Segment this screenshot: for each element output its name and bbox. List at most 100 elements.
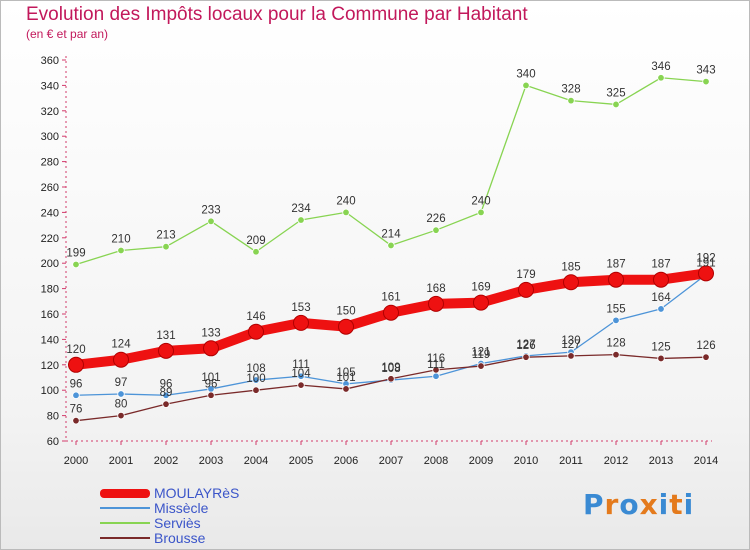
data-label-servies: 233 [201,204,220,216]
x-tick-label: 2000 [64,455,88,467]
logo-letter: r [604,488,620,521]
data-label-servies: 343 [696,65,715,77]
x-tick-label: 2003 [199,455,223,467]
x-tick-label: 2010 [514,455,538,467]
data-label-servies: 340 [516,68,535,80]
data-label-brousse: 127 [561,339,580,351]
data-point-missecle [162,391,170,399]
data-label-moulayres: 146 [246,311,265,323]
x-tick-label: 2004 [244,455,268,467]
y-tick-label: 220 [41,233,59,245]
data-label-moulayres: 168 [426,283,445,295]
data-label-servies: 240 [471,195,490,207]
data-label-moulayres: 187 [651,259,670,271]
data-point-brousse [252,386,260,394]
proxiti-logo: Proxiti [583,488,694,521]
x-tick-label: 2007 [379,455,403,467]
data-point-moulayres [563,274,579,291]
data-point-servies [702,77,710,86]
data-label-moulayres: 153 [291,302,310,314]
y-tick-label: 240 [41,207,59,219]
data-point-moulayres [428,295,444,312]
data-point-moulayres [338,318,354,335]
data-label-brousse: 109 [381,362,400,374]
data-label-missecle: 121 [471,347,490,359]
y-tick-label: 160 [41,309,59,321]
data-label-brousse: 116 [427,353,445,365]
data-point-servies [162,242,170,251]
data-label-missecle: 191 [696,258,715,270]
data-label-moulayres: 131 [156,330,175,342]
data-label-moulayres: 133 [201,327,220,339]
data-label-missecle: 101 [201,372,220,384]
data-point-moulayres [293,314,309,331]
chart-subtitle: (en € et par an) [26,27,109,41]
legend-swatch-servies [100,522,150,524]
data-label-servies: 346 [651,61,670,73]
logo-letter: i [658,488,670,521]
data-point-brousse [342,385,350,393]
y-tick-label: 280 [41,157,59,169]
data-label-brousse: 89 [160,387,173,399]
data-point-brousse [72,416,80,425]
x-tick-label: 2012 [604,455,628,467]
data-point-moulayres [383,304,399,321]
data-label-servies: 213 [156,230,175,242]
data-label-brousse: 104 [291,368,311,380]
data-label-servies: 209 [246,235,265,247]
data-point-servies [252,248,260,256]
legend-swatch-missecle [100,507,150,509]
data-point-brousse [432,366,440,374]
data-point-brousse [612,350,620,359]
data-label-brousse: 100 [246,373,265,385]
x-tick-label: 2013 [649,455,673,467]
data-label-servies: 199 [66,247,85,259]
data-point-missecle [432,372,440,380]
data-label-brousse: 76 [70,404,83,416]
data-label-missecle: 127 [516,339,535,351]
y-tick-label: 300 [41,131,59,143]
data-label-moulayres: 192 [696,252,715,264]
data-label-missecle: 108 [381,363,400,375]
data-label-moulayres: 124 [111,339,131,351]
data-label-moulayres: 161 [381,292,400,304]
data-point-brousse [162,400,170,408]
data-point-moulayres [608,271,624,288]
series-layer [68,74,714,425]
data-point-brousse [387,375,395,383]
data-point-missecle [72,391,80,399]
data-label-missecle: 111 [427,359,444,371]
data-point-brousse [477,362,485,370]
data-label-brousse: 126 [696,340,715,352]
y-tick-label: 100 [41,385,59,397]
data-point-moulayres [158,342,174,359]
legend-label-brousse: Brousse [154,530,206,546]
chart-title: Evolution des Impôts locaux pour la Comm… [26,4,528,25]
data-point-missecle [252,376,260,384]
data-point-servies [522,81,530,90]
x-tick-label: 2011 [559,455,583,467]
x-tick-label: 2005 [289,455,313,467]
data-label-moulayres: 120 [66,344,85,356]
y-tick-label: 60 [47,436,59,448]
data-point-brousse [207,391,215,399]
data-point-moulayres [203,340,219,357]
data-label-brousse: 128 [606,338,625,350]
x-tick-label: 2006 [334,455,358,467]
data-label-moulayres: 169 [471,282,490,294]
y-tick-label: 80 [47,411,59,423]
data-point-brousse [567,352,575,360]
data-point-servies [477,208,485,217]
x-tick-label: 2014 [694,455,718,467]
logo-letter: o [619,488,640,521]
data-point-brousse [297,381,305,389]
data-point-brousse [117,411,125,420]
y-tick-label: 360 [41,55,59,67]
y-tick-label: 320 [41,106,59,118]
x-tick-label: 2008 [424,455,448,467]
data-label-brousse: 96 [205,378,218,390]
legend-swatch-brousse [100,537,150,539]
logo-letter: x [639,488,659,521]
y-tick-label: 140 [41,334,59,346]
